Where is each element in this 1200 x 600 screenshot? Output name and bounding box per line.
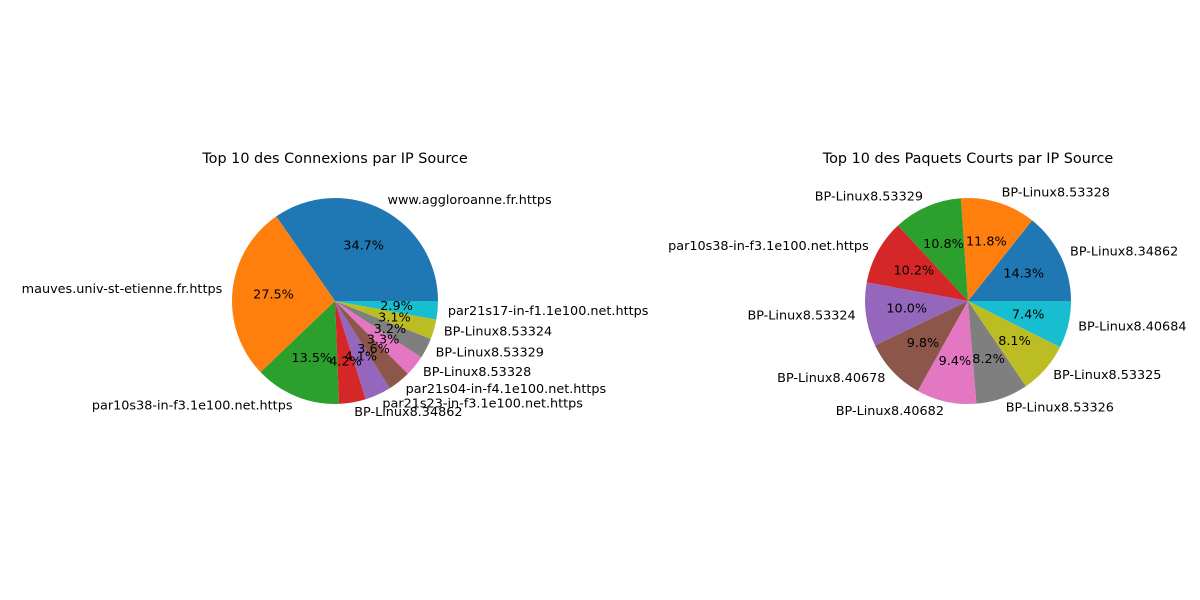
pie-slice-bp-linux8-53324 xyxy=(335,301,437,339)
pie-label: www.aggloroanne.fr.https xyxy=(388,193,553,208)
pie-slice-bp-linux8-40684 xyxy=(968,301,1071,348)
chart-title: Top 10 des Paquets Courts par IP Source xyxy=(822,151,1114,167)
pie-percent-label: 13.5% xyxy=(291,351,332,366)
pie-percent-label: 3.3% xyxy=(367,332,400,347)
pie-slice-par21s23-in-f3-1e100-net-https xyxy=(335,301,390,400)
pie-percent-labels: 14.3% 11.8%10.8% 10.2% 10.0% 9.8% 9.4% 8.2% 8.1… xyxy=(886,234,1044,368)
pie-slice-par21s17-in-f1-1e100-net-https xyxy=(335,301,438,320)
pie-label: BP-Linux8.53325 xyxy=(1053,368,1161,383)
pie-percent-label: 8.1% xyxy=(998,334,1031,349)
pie-label: BP-Linux8.53326 xyxy=(1006,400,1114,415)
pie-percent-label: 10.2% xyxy=(894,264,935,279)
pie-label: BP-Linux8.34862 xyxy=(354,405,462,420)
pie-percent-label: 3.2% xyxy=(374,322,407,337)
pie-label: par10s38-in-f3.1e100.net.https xyxy=(92,399,293,414)
pie-slice-mauves-univ-st-etienne-fr-https xyxy=(231,216,335,373)
pie-slice-par10s38-in-f3-1e100-net-https xyxy=(866,225,968,301)
pie-percent-label: 10.8% xyxy=(923,237,964,252)
pie-percent-label: 2.9% xyxy=(380,299,413,314)
pie-slice-bp-linux8-40678 xyxy=(875,301,968,391)
pie-percent-label: 4.2% xyxy=(329,354,362,369)
chart-title: Top 10 des Connexions par IP Source xyxy=(201,151,468,167)
pie-label: BP-Linux8.53328 xyxy=(1002,185,1110,200)
pie-slice-bp-linux8-53329 xyxy=(897,198,968,301)
pie-slice-www-aggloroanne-fr-https xyxy=(276,198,438,301)
pie-percent-label: 10.0% xyxy=(886,302,927,317)
pie-label: BP-Linux8.40678 xyxy=(777,371,885,386)
pie-label: par21s04-in-f4.1e100.net.https xyxy=(406,382,607,397)
pie-slice-bp-linux8-53328 xyxy=(335,301,422,374)
pie-slice-bp-linux8-53324 xyxy=(865,282,968,346)
pie-label: par10s38-in-f3.1e100.net.https xyxy=(668,239,869,254)
pie-slice-bp-linux8-53325 xyxy=(968,301,1061,387)
pie-slice-bp-linux8-53328 xyxy=(960,198,1033,301)
pie-labels: BP-Linux8.34862 BP-Linux8.53328 BP-Linux8.… xyxy=(668,185,1186,419)
pie-percent-label: 3.1% xyxy=(378,311,411,326)
pie-slice-bp-linux8-53326 xyxy=(968,301,1026,404)
pie-label: BP-Linux8.34862 xyxy=(1070,244,1178,259)
pie-slice-bp-linux8-40682 xyxy=(917,301,977,405)
pie-label: BP-Linux8.40684 xyxy=(1078,320,1186,335)
pie-label: BP-Linux8.53328 xyxy=(423,365,531,380)
pie-chart-connexions: Top 10 des Connexions par IP Source www.… xyxy=(22,151,649,420)
pie-chart-paquets-courts: Top 10 des Paquets Courts par IP Source … xyxy=(668,151,1186,419)
pie-labels: www.aggloroanne.fr.https mauves.univ-st-e… xyxy=(22,193,649,420)
pie-percent-label: 34.7% xyxy=(343,239,384,254)
pie-slices xyxy=(231,198,438,404)
pie-label: par21s17-in-f1.1e100.net.https xyxy=(448,304,649,319)
pie-percent-label: 8.2% xyxy=(972,352,1005,367)
pie-percent-label: 11.8% xyxy=(966,234,1007,249)
pie-slice-bp-linux8-34862 xyxy=(968,220,1071,301)
pie-slices xyxy=(865,198,1071,405)
pie-label: BP-Linux8.53329 xyxy=(815,190,923,205)
pie-percent-label: 14.3% xyxy=(1003,267,1044,282)
pie-percent-label: 4.1% xyxy=(345,350,378,365)
pie-slice-par21s04-in-f4-1e100-net-https xyxy=(335,301,408,389)
pie-label: mauves.univ-st-etienne.fr.https xyxy=(22,282,223,297)
pie-percent-label: 3.6% xyxy=(357,342,390,357)
pie-percent-label: 9.8% xyxy=(907,336,940,351)
pie-percent-labels: 34.7% 27.5% 13.5%4.2%4.1%3.6%3.3%3.2%3.1%2… xyxy=(253,239,413,370)
pie-label: BP-Linux8.53324 xyxy=(444,325,552,340)
pie-label: BP-Linux8.53329 xyxy=(436,346,544,361)
pie-percent-label: 7.4% xyxy=(1012,308,1045,323)
pie-percent-label: 27.5% xyxy=(253,287,294,302)
pie-label: par21s23-in-f3.1e100.net.https xyxy=(382,396,583,411)
pie-label: BP-Linux8.53324 xyxy=(747,308,855,323)
pie-label: BP-Linux8.40682 xyxy=(836,404,944,419)
pie-slice-bp-linux8-53329 xyxy=(335,301,431,358)
pie-slice-bp-linux8-34862 xyxy=(335,301,366,404)
pie-percent-label: 9.4% xyxy=(939,354,972,369)
pie-slice-par10s38-in-f3-1e100-net-https xyxy=(260,301,340,404)
